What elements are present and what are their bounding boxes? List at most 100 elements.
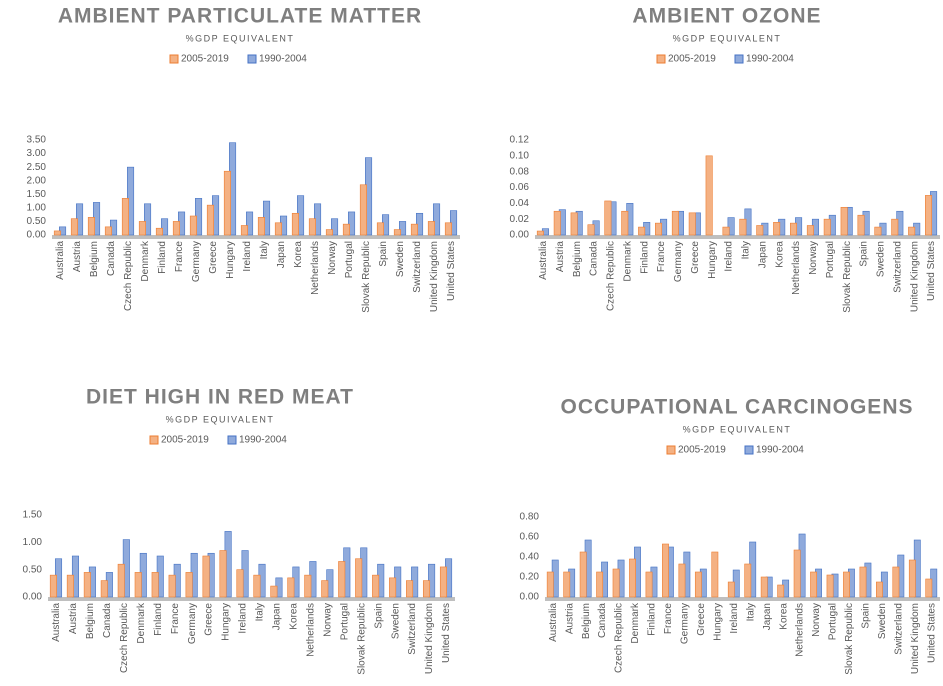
bar [253, 574, 261, 598]
y-tick-label: 1.50 [27, 189, 47, 200]
bar [325, 229, 333, 236]
bar [645, 571, 653, 598]
x-tick-label: United Kingdom [424, 603, 435, 674]
x-tick-label: Korea [293, 241, 304, 268]
y-tick-label: 2.50 [27, 162, 47, 173]
y-tick-label: 0.40 [520, 552, 540, 563]
bar [202, 555, 210, 598]
bar [678, 563, 686, 598]
y-tick-label: 3.00 [27, 148, 47, 159]
bar [790, 222, 798, 236]
bar [604, 200, 612, 236]
bar [422, 580, 431, 598]
bar [121, 198, 129, 236]
bar [793, 549, 801, 598]
bar [688, 212, 696, 236]
y-tick-label: 0.00 [27, 230, 47, 241]
bar [100, 580, 108, 598]
x-tick-label: Ireland [238, 603, 249, 634]
bar [908, 226, 916, 236]
bar [536, 230, 544, 236]
x-tick-label: Ireland [724, 241, 735, 272]
bar [579, 551, 587, 598]
legend-swatch [656, 54, 666, 64]
x-tick-label: Japan [272, 603, 283, 630]
x-tick-label: Finland [157, 241, 168, 274]
bar [355, 558, 363, 598]
bar [53, 230, 61, 236]
x-tick-label: Slovak Republic [842, 241, 853, 313]
y-tick-label: 0.80 [520, 512, 540, 523]
legend-label: 1990-2004 [259, 54, 307, 65]
x-tick-label: Canada [102, 603, 113, 638]
x-tick-label: Switzerland [407, 603, 418, 655]
y-tick-label: 0.06 [510, 182, 530, 193]
bar [727, 581, 735, 598]
x-tick-label: Italy [745, 603, 756, 621]
y-tick-label: 0.00 [23, 592, 43, 603]
x-tick-label: Portugal [339, 603, 350, 640]
x-tick-label: United States [441, 603, 452, 663]
x-tick-label: Germany [673, 241, 684, 282]
x-tick-label: Sweden [877, 603, 888, 639]
x-tick-label: United States [446, 241, 457, 301]
bar [727, 217, 735, 236]
y-tick-label: 0.04 [510, 198, 530, 209]
bar [236, 569, 244, 598]
x-tick-label: Finland [647, 603, 658, 636]
x-tick-label: Sweden [876, 241, 887, 277]
x-tick-label: Hungary [707, 241, 718, 279]
bar [331, 218, 339, 236]
x-tick-label: Australia [51, 603, 62, 642]
x-tick-label: Greece [690, 241, 701, 274]
bar [433, 203, 441, 236]
y-tick-label: 0.60 [520, 532, 540, 543]
x-tick-label: Austria [564, 603, 575, 635]
y-tick-label: 1.00 [23, 537, 43, 548]
floor [52, 235, 460, 239]
legend-label: 1990-2004 [746, 54, 794, 65]
bar [348, 211, 356, 236]
bar [270, 585, 278, 598]
x-tick-label: Netherlands [795, 603, 806, 657]
bar [206, 204, 214, 236]
bar [876, 581, 883, 598]
x-tick-label: Belgium [85, 603, 96, 639]
bar [117, 563, 125, 598]
bar [389, 577, 397, 598]
chart-subtitle: %GDP EQUIVALENT [683, 424, 792, 434]
bar [138, 221, 146, 236]
bar [406, 580, 414, 598]
bar [308, 218, 316, 236]
y-tick-label: 0.12 [510, 135, 530, 146]
bar [711, 551, 719, 598]
bar [223, 170, 231, 236]
x-tick-label: Finland [153, 603, 164, 636]
x-tick-label: Norway [327, 241, 338, 275]
bar [172, 221, 180, 236]
bar [563, 571, 571, 598]
x-tick-label: Czech Republic [123, 241, 134, 311]
chart-title: AMBIENT PARTICULATE MATTER [58, 5, 422, 28]
bar [240, 225, 248, 236]
x-tick-label: Korea [778, 603, 789, 630]
x-tick-label: Switzerland [412, 241, 423, 293]
x-tick-label: Italy [259, 241, 270, 259]
bar [587, 224, 595, 236]
legend-label: 2005-2019 [181, 54, 229, 65]
x-tick-label: Australia [55, 241, 66, 280]
bar [291, 212, 299, 236]
floor [545, 597, 940, 601]
bar [49, 574, 57, 598]
bar [321, 580, 329, 598]
bar [760, 576, 768, 598]
x-tick-label: Switzerland [893, 603, 904, 655]
x-tick-label: Netherlands [305, 603, 316, 657]
bar [908, 559, 916, 598]
legend-label: 2005-2019 [668, 54, 716, 65]
x-tick-label: Germany [680, 603, 691, 644]
y-tick-label: 0.20 [520, 572, 540, 583]
bar [257, 217, 265, 236]
y-tick-label: 0.00 [520, 592, 540, 603]
